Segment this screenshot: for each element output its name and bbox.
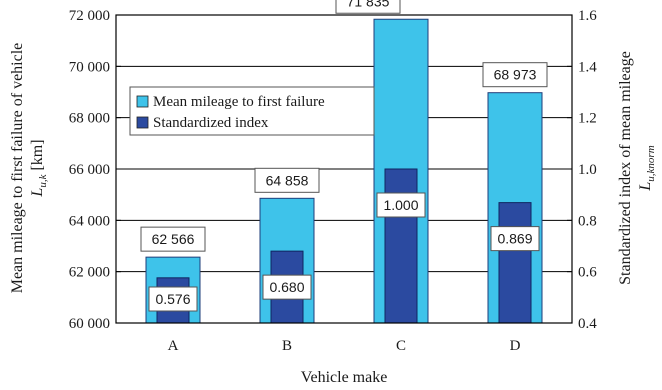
legend-swatch-mileage	[136, 95, 149, 108]
index-label-box	[262, 274, 312, 300]
mileage-value-label: 64 858	[266, 172, 309, 188]
category-labels: A B C D	[168, 338, 521, 354]
x-axis-title: Vehicle make	[301, 369, 388, 386]
right-tick-label: 1.4	[578, 59, 597, 75]
category-label: B	[282, 338, 292, 354]
right-axis-ticks: 0.4 0.6 0.8 1.0 1.2 1.4 1.6	[567, 8, 597, 332]
index-value-label: 1.000	[383, 197, 418, 213]
index-value-label: 0.869	[497, 231, 532, 247]
left-tick-label: 72 000	[69, 8, 110, 24]
mileage-value-label: 68 973	[494, 67, 537, 83]
left-axis-title: Mean mileage to first failure of vehicle…	[9, 43, 49, 294]
legend-swatch-index	[136, 116, 149, 129]
data-labels: 62 566 0.576 64 858 0.680 71 835 1.000 68 973 0…	[140, 0, 548, 312]
left-axis-title-line2: Lu,k [km]	[29, 139, 49, 197]
right-tick-label: 1.2	[578, 111, 597, 127]
right-axis-title: Standardized index of mean mileage Lu,kn…	[617, 51, 657, 285]
right-axis-title-line1: Standardized index of mean mileage	[617, 51, 634, 285]
right-tick-label: 0.4	[578, 316, 597, 332]
legend-box	[129, 86, 375, 136]
legend-label-index: Standardized index	[153, 115, 269, 131]
right-tick-label: 0.6	[578, 265, 597, 281]
bar-index	[498, 202, 532, 324]
left-tick-label: 64 000	[69, 213, 110, 229]
legend: Mean mileage to first failure Standardiz…	[129, 86, 375, 136]
mileage-value-label: 71 835	[347, 0, 390, 9]
bar-index	[384, 168, 418, 324]
mileage-value-label: 62 566	[152, 231, 195, 247]
index-label-box	[148, 286, 198, 312]
left-axis-title-line1: Mean mileage to first failure of vehicle	[9, 43, 26, 294]
right-tick-label: 1.0	[578, 162, 597, 178]
index-value-label: 0.680	[269, 279, 304, 295]
left-tick-label: 66 000	[69, 162, 110, 178]
mileage-label-box	[254, 167, 320, 193]
mileage-label-box	[335, 0, 401, 14]
category-label: C	[396, 338, 406, 354]
category-label: A	[168, 338, 179, 354]
left-tick-label: 70 000	[69, 59, 110, 75]
right-axis-title-line2: Lu,knorm	[637, 145, 657, 191]
right-tick-label: 1.6	[578, 8, 597, 24]
left-axis-ticks: 60 000 62 000 64 000 66 000 68 000 70 000 72 0…	[69, 8, 121, 332]
index-label-box	[490, 226, 540, 252]
left-tick-label: 68 000	[69, 111, 110, 127]
category-label: D	[510, 338, 521, 354]
left-tick-label: 62 000	[69, 265, 110, 281]
index-value-label: 0.576	[155, 291, 190, 307]
index-label-box	[376, 192, 426, 218]
left-tick-label: 60 000	[69, 316, 110, 332]
right-tick-label: 0.8	[578, 213, 597, 229]
mileage-label-box	[482, 62, 548, 88]
mileage-label-box	[140, 226, 206, 252]
legend-label-mileage: Mean mileage to first failure	[153, 94, 325, 110]
